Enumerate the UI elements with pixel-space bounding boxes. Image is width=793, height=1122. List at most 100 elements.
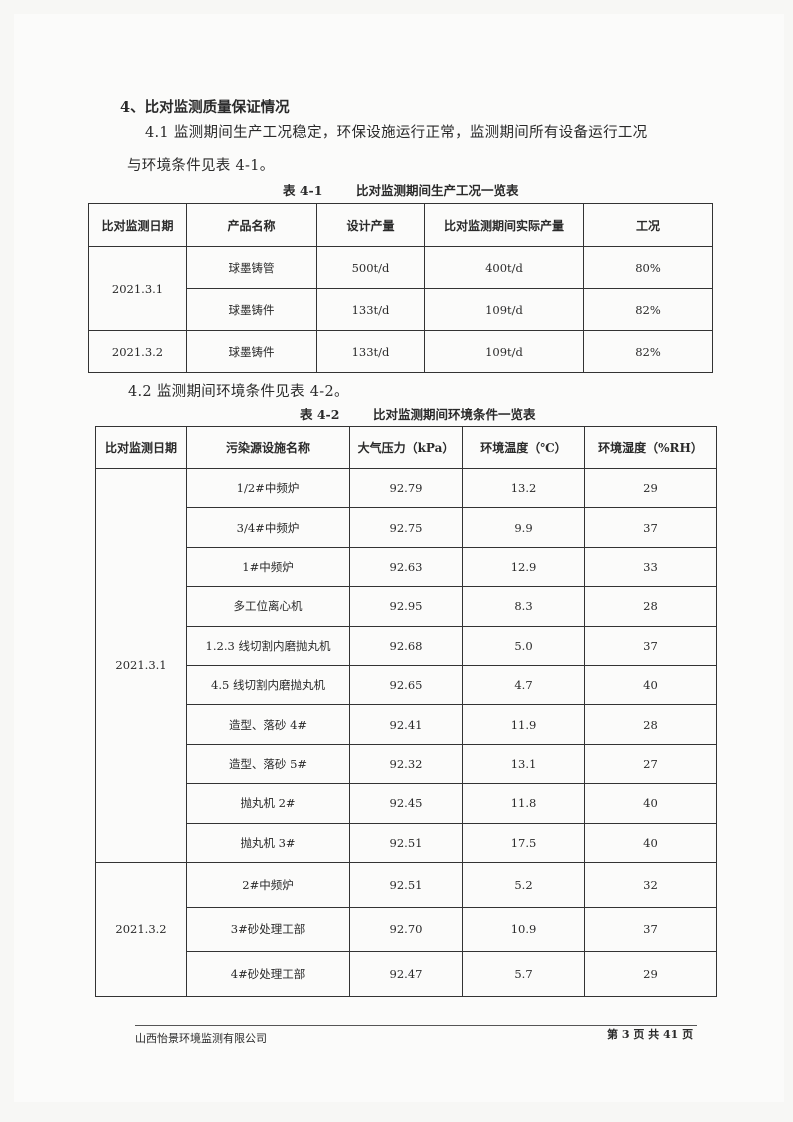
- table-cell: 1.2.3 线切割内磨抛丸机: [186, 625, 350, 666]
- table-cell: 33: [584, 546, 717, 588]
- table-cell: 32: [584, 861, 717, 908]
- table-cell: 球墨铸件: [186, 330, 317, 373]
- header-row: 比对监测日期 污染源设施名称 大气压力（kPa） 环境温度（℃） 环境湿度（%RH）: [95, 426, 717, 469]
- table-cell: 13.2: [462, 467, 585, 509]
- table-row: 多工位离心机 92.95 8.3 28: [96, 586, 717, 627]
- table-row: 2021.3.2 球墨铸件 133t/d 109t/d 82%: [88, 330, 713, 373]
- table-cell: 5.7: [462, 951, 585, 997]
- table-cell: 28: [584, 704, 717, 745]
- column-header: 比对监测日期: [95, 426, 187, 469]
- table-cell: 27: [584, 743, 717, 785]
- environment-conditions-table: 比对监测日期 污染源设施名称 大气压力（kPa） 环境温度（℃） 环境湿度（%RH） 20…: [95, 426, 717, 997]
- column-header: 工况: [583, 203, 713, 247]
- table-cell: 5.2: [462, 861, 585, 908]
- table-row: 3#砂处理工部 92.70 10.9 37: [96, 906, 717, 953]
- table2-caption-number: 表 4-2: [300, 407, 340, 422]
- column-header: 污染源设施名称: [186, 426, 350, 469]
- table-cell: 40: [584, 822, 717, 863]
- table-cell: 29: [584, 951, 717, 997]
- paragraph-4-1-line1: 4.1 监测期间生产工况稳定，环保设施运行正常，监测期间所有设备运行工况: [145, 125, 648, 141]
- table1-caption-number: 表 4-1: [283, 183, 323, 198]
- table-cell: 92.65: [349, 664, 463, 706]
- table-row: 2021.3.1 球墨铸管 500t/d 400t/d 80%: [88, 246, 713, 331]
- table-cell: 3#砂处理工部: [186, 906, 350, 953]
- column-header: 大气压力（kPa）: [349, 426, 463, 469]
- date-cell: 2021.3.1: [88, 246, 187, 331]
- table-row: 造型、落砂 4# 92.41 11.9 28: [96, 704, 717, 745]
- table-cell: 5.0: [462, 625, 585, 666]
- table-cell: 92.70: [349, 906, 463, 953]
- table-row: 3/4#中频炉 92.75 9.9 37: [96, 507, 717, 548]
- table-cell: 抛丸机 3#: [186, 822, 350, 863]
- footer-company: 山西怡景环境监测有限公司: [135, 1032, 267, 1045]
- table-cell: 2#中频炉: [186, 861, 350, 908]
- table-cell: 抛丸机 2#: [186, 783, 350, 824]
- paragraph-4-2: 4.2 监测期间环境条件见表 4-2。: [128, 384, 349, 400]
- table-row: 2021.3.2 2#中频炉 92.51 5.2 32: [95, 861, 717, 997]
- table-cell: 3/4#中频炉: [186, 507, 350, 548]
- date-cell: 2021.3.1: [95, 468, 187, 863]
- table-cell: 4#砂处理工部: [186, 951, 350, 997]
- header-row: 比对监测日期 产品名称 设计产量 比对监测期间实际产量 工况: [88, 203, 713, 247]
- table-row: 1#中频炉 92.63 12.9 33: [96, 546, 717, 588]
- table-cell: 1#中频炉: [186, 546, 350, 588]
- column-header: 设计产量: [316, 203, 425, 247]
- table-cell: 37: [584, 507, 717, 548]
- column-header: 环境湿度（%RH）: [584, 426, 717, 469]
- table-cell: 92.79: [349, 467, 463, 509]
- table-cell: 92.32: [349, 743, 463, 785]
- table-cell: 8.3: [462, 586, 585, 627]
- table-row: 造型、落砂 5# 92.32 13.1 27: [96, 743, 717, 785]
- table-cell: 92.45: [349, 783, 463, 824]
- table-cell: 11.9: [462, 704, 585, 745]
- table-row: 抛丸机 3# 92.51 17.5 40: [96, 822, 717, 863]
- table-row: 球墨铸件 133t/d 109t/d 82%: [89, 288, 713, 331]
- table-cell: 37: [584, 625, 717, 666]
- table-cell: 17.5: [462, 822, 585, 863]
- table-cell: 92.68: [349, 625, 463, 666]
- column-header: 比对监测期间实际产量: [424, 203, 584, 247]
- table-cell: 92.51: [349, 822, 463, 863]
- table-cell: 11.8: [462, 783, 585, 824]
- table-cell: 500t/d: [316, 246, 425, 289]
- table-cell: 92.63: [349, 546, 463, 588]
- table-cell: 40: [584, 783, 717, 824]
- table-cell: 133t/d: [316, 330, 425, 373]
- table-cell: 1/2#中频炉: [186, 467, 350, 509]
- table-cell: 球墨铸件: [186, 288, 317, 331]
- table-cell: 造型、落砂 4#: [186, 704, 350, 745]
- footer-divider: [135, 1025, 697, 1026]
- table-cell: 92.75: [349, 507, 463, 548]
- table-cell: 92.51: [349, 861, 463, 908]
- date-cell: 2021.3.2: [95, 861, 187, 997]
- table-cell: 13.1: [462, 743, 585, 785]
- table-cell: 多工位离心机: [186, 586, 350, 627]
- table-cell: 4.5 线切割内磨抛丸机: [186, 664, 350, 706]
- table-cell: 球墨铸管: [186, 246, 317, 289]
- column-header: 产品名称: [186, 203, 317, 247]
- table2-caption-title: 比对监测期间环境条件一览表: [373, 407, 536, 422]
- table-cell: 109t/d: [424, 330, 584, 373]
- table-cell: 92.41: [349, 704, 463, 745]
- table-row: 4.5 线切割内磨抛丸机 92.65 4.7 40: [96, 664, 717, 706]
- table-cell: 4.7: [462, 664, 585, 706]
- table-cell: 29: [584, 467, 717, 509]
- table-cell: 80%: [583, 246, 713, 289]
- table-cell: 133t/d: [316, 288, 425, 331]
- table-cell: 92.95: [349, 586, 463, 627]
- table-row: 1.2.3 线切割内磨抛丸机 92.68 5.0 37: [96, 625, 717, 666]
- table-cell: 40: [584, 664, 717, 706]
- table-row: 2021.3.1 1/2#中频炉 92.79 13.2 29: [95, 467, 717, 863]
- table-cell: 92.47: [349, 951, 463, 997]
- table-row: 抛丸机 2# 92.45 11.8 40: [96, 783, 717, 824]
- table-cell: 12.9: [462, 546, 585, 588]
- table-cell: 9.9: [462, 507, 585, 548]
- table-cell: 82%: [583, 330, 713, 373]
- table1-caption-title: 比对监测期间生产工况一览表: [356, 183, 519, 198]
- table-cell: 82%: [583, 288, 713, 331]
- column-header: 比对监测日期: [88, 203, 187, 247]
- table-cell: 400t/d: [424, 246, 584, 289]
- table-row: 4#砂处理工部 92.47 5.7 29: [96, 951, 717, 997]
- table-cell: 28: [584, 586, 717, 627]
- table-cell: 10.9: [462, 906, 585, 953]
